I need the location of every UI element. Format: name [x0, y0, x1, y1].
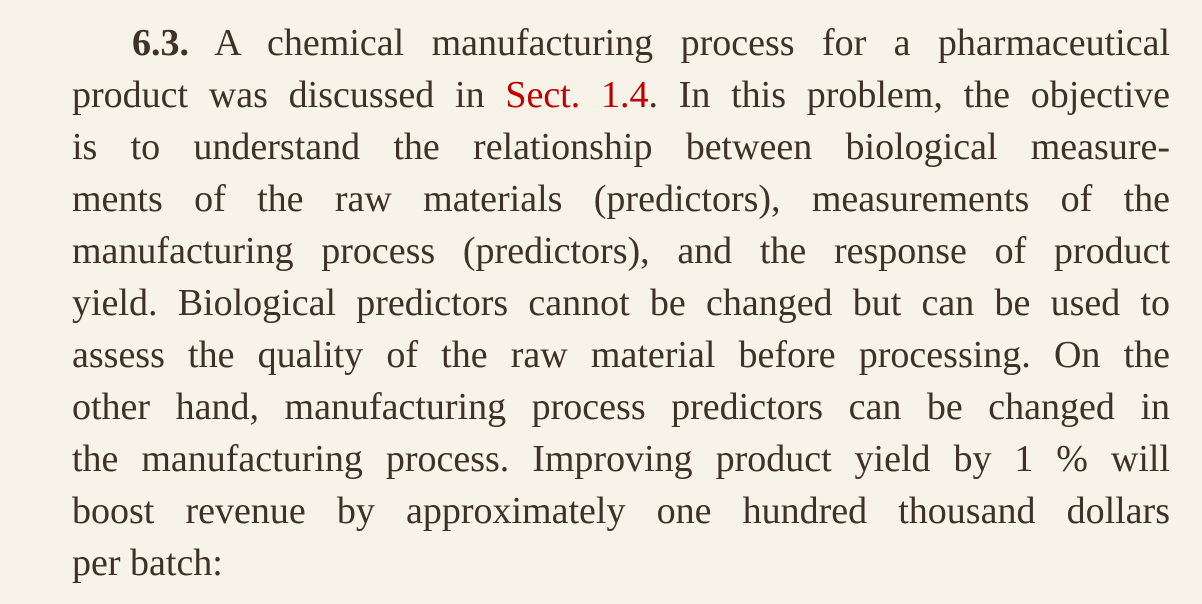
paragraph-line: manufacturing process (predictors), and … [72, 230, 1170, 272]
paragraph-text: A chemical manufacturing process for a p… [189, 22, 1170, 64]
problem-paragraph: 6.3. A chemical manufacturing process fo… [72, 17, 1170, 589]
paragraph-line: yield. Biological predictors cannot be c… [72, 282, 1170, 324]
paragraph-line: assess the quality of the raw material b… [72, 334, 1170, 376]
paragraph-line: ments of the raw materials (predictors),… [72, 178, 1170, 220]
paragraph-line: product was discussed in Sect. 1.4. In t… [72, 69, 1170, 121]
paragraph-line: per batch: [72, 542, 223, 584]
paragraph-text: product was discussed in [72, 74, 506, 116]
problem-number: 6.3. [132, 22, 189, 64]
paragraph-line: is to understand the relationship betwee… [72, 126, 1170, 168]
paragraph-line: the manufacturing process. Improving pro… [72, 438, 1170, 480]
paragraph-line: other hand, manufacturing process predic… [72, 386, 1170, 428]
paragraph-text: . In this problem, the objective [648, 74, 1170, 116]
paragraph-line: boost revenue by approximately one hundr… [72, 490, 1170, 532]
paragraph-line: 6.3. A chemical manufacturing process fo… [72, 17, 1170, 69]
section-link[interactable]: Sect. 1.4 [505, 74, 649, 116]
